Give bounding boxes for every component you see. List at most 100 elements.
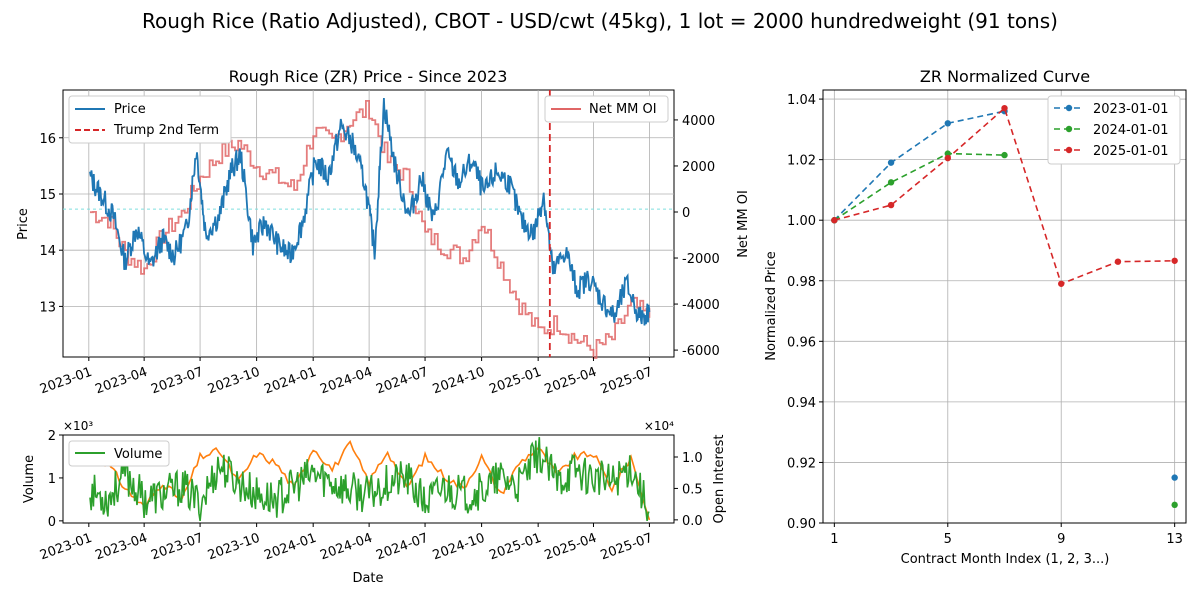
volume-multiplier: ×10³ — [63, 419, 93, 433]
price-y-label: Price — [16, 208, 31, 240]
curve-point — [1058, 280, 1065, 287]
volume-series-line — [89, 437, 650, 522]
curve-series-line-1 — [833, 152, 1005, 221]
x-tick-label: 2023-01 — [38, 531, 94, 564]
price-legend: Price Trump 2nd Term — [68, 95, 232, 144]
y-tick-label: 0.94 — [787, 396, 816, 411]
net-mm-y-label: Net MM OI — [736, 190, 751, 258]
net-mm-oi-series-line — [90, 100, 651, 359]
y-tick-label: 1.04 — [787, 93, 816, 108]
x-tick-label: 2024-04 — [318, 365, 374, 398]
volume-y-ticks: 0 1 2 — [48, 429, 63, 530]
y-tick-label: 16 — [39, 132, 56, 147]
x-tick-label: 2024-01 — [262, 365, 318, 398]
curve-point — [887, 201, 895, 209]
legend-marker — [1065, 146, 1073, 154]
curve-point — [944, 150, 951, 157]
y-tick-label-right: -2000 — [682, 252, 720, 267]
y-tick-label-right: 0.5 — [682, 482, 703, 497]
x-tick-label: 2023-07 — [149, 365, 205, 398]
x-tick-label: 2023-04 — [93, 365, 149, 398]
y-tick-label-right: 1.0 — [682, 451, 703, 466]
legend-label: 2023-01-01 — [1093, 102, 1169, 117]
curve-point — [887, 159, 895, 166]
legend-trump-label: Trump 2nd Term — [113, 123, 219, 138]
price-gridlines — [63, 90, 674, 357]
y-tick-label: 1 — [48, 472, 56, 487]
curve-point — [944, 120, 951, 127]
curve-x-ticks: 1 5 9 13 — [830, 523, 1183, 547]
x-tick-label: 9 — [1057, 532, 1065, 547]
x-tick-label: 2024-04 — [318, 531, 374, 564]
volume-x-ticks: 2023-01 2023-04 2023-07 2023-10 2024-01 2024-… — [38, 523, 655, 563]
curve-point — [1171, 501, 1178, 509]
net-mm-y-ticks: 4000 2000 0 -2000 -4000 -6000 — [674, 114, 720, 359]
x-tick-label: 2025-01 — [487, 531, 543, 564]
price-x-ticks: 2023-01 2023-04 2023-07 2023-10 2024-01 2024-… — [38, 357, 655, 397]
x-tick-label: 13 — [1166, 532, 1183, 547]
x-tick-label: 2024-01 — [262, 531, 318, 564]
net-mm-legend: Net MM OI — [544, 95, 669, 123]
price-plot-frame — [62, 89, 675, 358]
curve-x-label: Contract Month Index (1, 2, 3...) — [901, 552, 1110, 567]
volume-legend: Volume — [68, 440, 170, 467]
price-panel: Rough Rice (ZR) Price - Since 2023 2023-… — [16, 67, 751, 397]
price-y-ticks: 13 14 15 16 — [39, 132, 63, 315]
price-series-line — [89, 97, 651, 326]
curve-point — [1171, 257, 1178, 264]
legend-volume-label: Volume — [114, 447, 162, 462]
curve-series-group — [831, 104, 1178, 509]
volume-x-label: Date — [352, 571, 383, 586]
legend-label: 2025-01-01 — [1093, 144, 1169, 159]
y-tick-label: 0.98 — [787, 275, 816, 290]
x-tick-label: 2025-04 — [543, 531, 599, 564]
x-tick-label: 2024-07 — [374, 531, 430, 564]
x-tick-label: 2023-07 — [149, 531, 205, 564]
x-tick-label: 2025-07 — [599, 365, 655, 398]
curve-point — [1001, 104, 1008, 112]
legend-marker — [1065, 104, 1073, 112]
x-tick-label: 2024-10 — [431, 531, 487, 564]
curve-panel-title: ZR Normalized Curve — [920, 67, 1090, 86]
y-tick-label: 2 — [48, 429, 56, 444]
y-tick-label: 0.90 — [787, 517, 816, 532]
figure-title: Rough Rice (Ratio Adjusted), CBOT - USD/… — [142, 9, 1058, 33]
y-tick-label: 0 — [48, 515, 56, 530]
x-tick-label: 2023-01 — [38, 365, 94, 398]
x-tick-label: 5 — [944, 532, 952, 547]
y-tick-label: 1.02 — [787, 154, 816, 169]
curve-legend: 2023-01-01 2024-01-01 2025-01-01 — [1047, 95, 1181, 165]
y-tick-label-right: 0 — [682, 206, 690, 221]
legend-price-label: Price — [114, 102, 146, 117]
y-tick-label: 13 — [39, 300, 56, 315]
y-tick-label: 0.92 — [787, 456, 816, 471]
y-tick-label-right: 0.0 — [682, 514, 703, 529]
y-tick-label-right: 2000 — [682, 160, 715, 175]
x-tick-label: 2023-04 — [93, 531, 149, 564]
x-tick-label: 2023-10 — [206, 365, 262, 398]
legend-net-mm-label: Net MM OI — [589, 102, 657, 117]
open-interest-y-ticks: 0.0 0.5 1.0 — [674, 451, 703, 529]
x-tick-label: 2025-01 — [487, 365, 543, 398]
x-tick-label: 2024-07 — [374, 365, 430, 398]
y-tick-label: 0.96 — [787, 335, 816, 350]
curve-point — [1171, 474, 1178, 481]
volume-plot-frame — [62, 434, 675, 524]
curve-plot-frame — [822, 89, 1187, 524]
x-tick-label: 2025-04 — [543, 365, 599, 398]
legend-label: 2024-01-01 — [1093, 123, 1169, 138]
y-tick-label-right: -4000 — [682, 298, 720, 313]
x-tick-label: 1 — [830, 532, 838, 547]
curve-panel: ZR Normalized Curve 1 5 9 13 0.90 0.92 0.94 0.… — [764, 67, 1187, 567]
volume-panel: 2023-01 2023-04 2023-07 2023-10 2024-01 2024-… — [22, 419, 727, 586]
curve-point — [887, 179, 895, 186]
curve-y-ticks: 0.90 0.92 0.94 0.96 0.98 1.00 1.02 1.04 — [787, 93, 823, 532]
curve-point — [831, 217, 838, 224]
curve-y-label: Normalized Price — [764, 251, 779, 361]
volume-y-label: Volume — [22, 455, 37, 503]
x-tick-label: 2024-10 — [431, 365, 487, 398]
curve-series-line-0 — [833, 110, 1005, 221]
curve-point — [944, 154, 951, 162]
y-tick-label: 15 — [39, 188, 56, 203]
